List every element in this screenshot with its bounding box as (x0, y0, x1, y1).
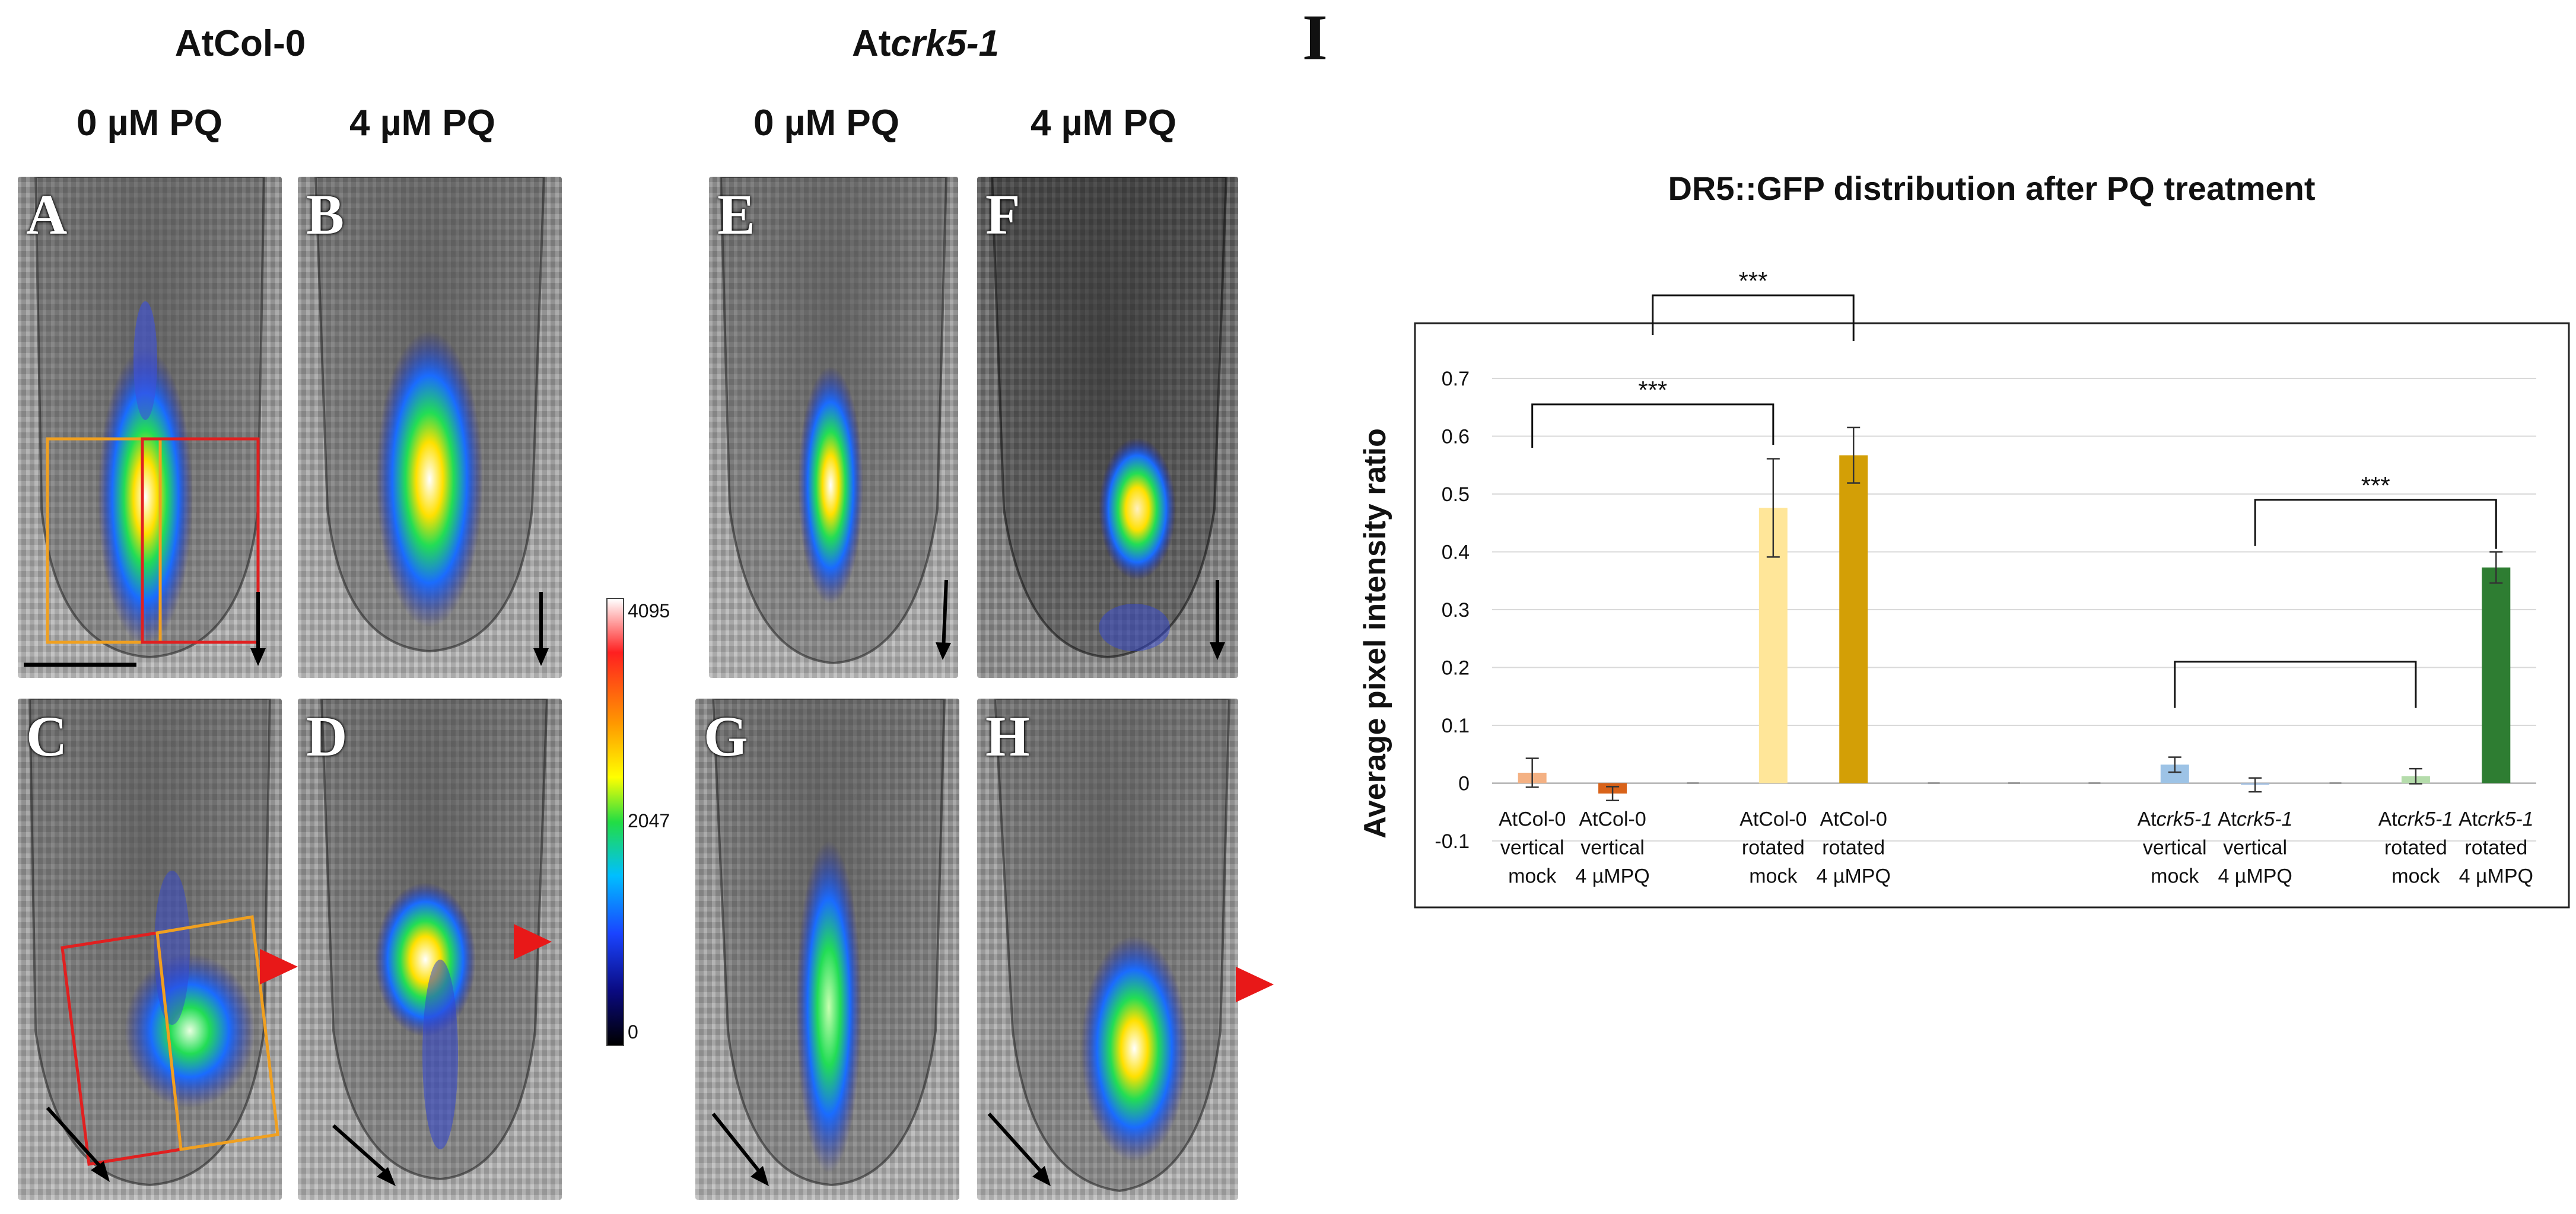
bar-chart: 0.7 0.6 0.5 0.4 0.3 0.2 0.1 0 -0.1 Average pixel … (1358, 267, 2570, 909)
y-axis-label: Average pixel intensity ratio (1358, 428, 1392, 839)
chart-frame (1414, 322, 2570, 909)
intensity-colorbar (606, 598, 624, 1046)
colorbar-tick-min: 0 (628, 1021, 638, 1043)
panel-label-h: H (985, 705, 1030, 768)
x-label-genotype: Atcrk5-1 (2459, 808, 2534, 831)
x-label-orientation: vertical (2223, 837, 2287, 859)
panel-label-f: F (985, 183, 1020, 246)
y-tick-label: 0 (1458, 773, 1470, 795)
x-label-orientation: vertical (1580, 837, 1645, 859)
panel-label-d: D (306, 705, 348, 768)
x-label-genotype: Atcrk5-1 (2218, 808, 2293, 831)
x-label-treatment: 4 µMPQ (1575, 865, 1649, 888)
panel-label-c: C (26, 705, 68, 768)
colorbar-tick-max: 4095 (628, 600, 670, 622)
x-label-orientation: vertical (2143, 837, 2207, 859)
arrowhead-h (1236, 967, 1274, 1002)
significance-label: *** (1638, 376, 1667, 404)
y-tick-label: 0.1 (1442, 715, 1470, 737)
arrowhead-c (260, 949, 298, 984)
micrograph-panel-b: B (298, 177, 562, 678)
x-label-orientation: rotated (1822, 837, 1885, 859)
significance-bracket (2174, 661, 2417, 708)
header-mutant-genotype: Atcrk5-1 (851, 23, 1000, 64)
header-condition-2: 4 µM PQ (349, 103, 495, 144)
micrograph-panel-h: H (977, 699, 1238, 1200)
y-tick-label: 0.4 (1442, 541, 1470, 564)
micrograph-panel-a: A (18, 177, 282, 678)
micrograph-panel-d: D (298, 699, 562, 1200)
y-tick-label: 0.2 (1442, 657, 1470, 680)
panel-label-g: G (704, 705, 748, 768)
y-tick-label: 0.6 (1442, 426, 1470, 448)
y-tick-label: 0.3 (1442, 599, 1470, 622)
panel-label-e: E (717, 183, 756, 246)
micrograph-panel-e: E (709, 177, 958, 678)
x-label-genotype: Atcrk5-1 (2378, 808, 2454, 831)
y-tick-label: -0.1 (1435, 830, 1470, 853)
x-label-genotype: AtCol-0 (1739, 808, 1807, 831)
x-label-orientation: rotated (2464, 837, 2527, 859)
figure-label-i: I (1302, 1, 1328, 74)
bar-8 (2482, 567, 2511, 783)
x-label-orientation: rotated (1742, 837, 1805, 859)
colorbar-tick-mid: 2047 (628, 810, 670, 831)
x-label-genotype: Atcrk5-1 (2137, 808, 2212, 831)
header-condition-4: 4 µM PQ (1031, 103, 1176, 144)
significance-bracket (2254, 499, 2497, 549)
x-label-genotype: AtCol-0 (1820, 808, 1887, 831)
header-wt-genotype: AtCol-0 (174, 23, 306, 64)
panel-label-a: A (26, 183, 68, 246)
x-label-treatment: 4 µMPQ (1817, 865, 1891, 888)
y-tick-label: 0.7 (1442, 368, 1470, 390)
significance-bracket (1652, 294, 1855, 341)
x-label-orientation: rotated (2384, 837, 2447, 859)
bar-4 (1839, 455, 1868, 783)
x-label-treatment: mock (2391, 865, 2440, 888)
chart-title: DR5::GFP distribution after PQ treatment (1668, 170, 2316, 207)
significance-label: *** (1738, 267, 1767, 295)
significance-bracket (1531, 403, 1774, 448)
x-label-treatment: 4 µMPQ (2459, 865, 2533, 888)
significance-label: *** (2361, 471, 2390, 499)
header-condition-1: 0 µM PQ (77, 103, 222, 144)
x-label-treatment: 4 µMPQ (2218, 865, 2292, 888)
x-label-genotype: AtCol-0 (1499, 808, 1566, 831)
x-label-genotype: AtCol-0 (1579, 808, 1646, 831)
header-condition-3: 0 µM PQ (753, 103, 899, 144)
y-tick-label: 0.5 (1442, 483, 1470, 506)
x-label-treatment: mock (2151, 865, 2199, 888)
x-label-treatment: mock (1749, 865, 1798, 888)
x-label-treatment: mock (1508, 865, 1557, 888)
micrograph-panel-c: C (18, 699, 282, 1200)
micrograph-panel-g: G (695, 699, 959, 1200)
arrowhead-d (514, 924, 552, 960)
panel-label-b: B (306, 183, 345, 246)
micrograph-panel-f: F (977, 177, 1238, 678)
x-label-orientation: vertical (1500, 837, 1564, 859)
